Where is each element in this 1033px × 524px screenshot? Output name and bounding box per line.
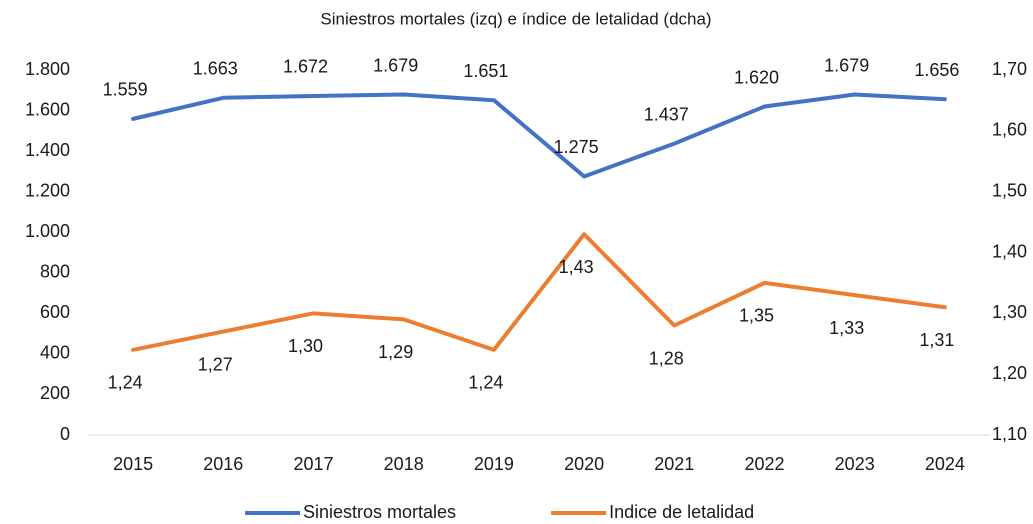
y2-tick-label: 1,20: [992, 363, 1027, 383]
x-tick-label: 2018: [384, 454, 424, 474]
data-label: 1,24: [468, 373, 503, 393]
y-tick-label: 800: [40, 262, 70, 282]
data-label: 1.620: [734, 67, 779, 87]
series-line: [131, 232, 947, 352]
y2-tick-label: 1,40: [992, 241, 1027, 261]
x-tick-label: 2023: [835, 454, 875, 474]
data-label: 1,30: [288, 336, 323, 356]
y2-tick-label: 1,30: [992, 302, 1027, 322]
y-tick-label: 0: [60, 424, 70, 444]
y2-tick-label: 1,60: [992, 120, 1027, 140]
y-tick-label: 200: [40, 383, 70, 403]
x-tick-label: 2019: [474, 454, 514, 474]
data-label: 1,27: [198, 354, 233, 374]
y-tick-label: 1.400: [25, 140, 70, 160]
y-tick-label: 1.800: [25, 59, 70, 79]
y2-tick-label: 1,10: [992, 424, 1027, 444]
data-label: 1.679: [824, 55, 869, 75]
data-label: 1,31: [919, 330, 954, 350]
data-label: 1,24: [108, 373, 143, 393]
data-label: 1,43: [559, 257, 594, 277]
x-tick-label: 2024: [925, 454, 965, 474]
y-tick-label: 1.200: [25, 180, 70, 200]
x-tick-label: 2022: [744, 454, 784, 474]
data-label: 1,35: [739, 306, 774, 326]
chart-title: Siniestros mortales (izq) e índice de le…: [320, 9, 711, 28]
y-tick-label: 1.600: [25, 99, 70, 119]
data-label: 1.651: [463, 61, 508, 81]
data-label: 1.672: [283, 57, 328, 77]
data-label: 1,29: [378, 342, 413, 362]
data-label: 1.656: [914, 60, 959, 80]
y-tick-label: 400: [40, 343, 70, 363]
data-label: 1,33: [829, 318, 864, 338]
series-line: [131, 92, 947, 179]
data-label: 1.437: [644, 104, 689, 124]
y2-tick-label: 1,50: [992, 180, 1027, 200]
x-tick-label: 2020: [564, 454, 604, 474]
data-label: 1.679: [373, 55, 418, 75]
data-label: 1.559: [103, 80, 148, 100]
data-label: 1.663: [193, 59, 238, 79]
data-label: 1.275: [554, 137, 599, 157]
legend-label: Siniestros mortales: [303, 502, 456, 522]
x-tick-label: 2021: [654, 454, 694, 474]
legend-label: Indice de letalidad: [609, 502, 754, 522]
y-tick-label: 600: [40, 302, 70, 322]
data-label: 1,28: [649, 348, 684, 368]
x-tick-label: 2017: [293, 454, 333, 474]
y2-tick-label: 1,70: [992, 59, 1027, 79]
x-tick-label: 2016: [203, 454, 243, 474]
y-tick-label: 1.000: [25, 221, 70, 241]
x-tick-label: 2015: [113, 454, 153, 474]
